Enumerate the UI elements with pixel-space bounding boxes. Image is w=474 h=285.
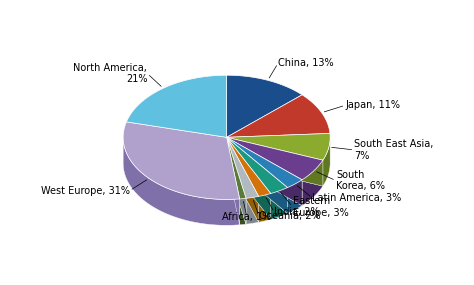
Text: West Europe, 31%: West Europe, 31% bbox=[41, 186, 129, 196]
Polygon shape bbox=[227, 137, 323, 186]
Polygon shape bbox=[127, 75, 227, 137]
Polygon shape bbox=[302, 160, 323, 206]
Polygon shape bbox=[227, 95, 330, 137]
Polygon shape bbox=[227, 137, 246, 224]
Polygon shape bbox=[227, 137, 302, 206]
Polygon shape bbox=[227, 137, 271, 219]
Polygon shape bbox=[227, 137, 259, 198]
Polygon shape bbox=[227, 137, 240, 225]
Polygon shape bbox=[123, 122, 240, 200]
Ellipse shape bbox=[123, 101, 330, 225]
Text: Latin America, 3%: Latin America, 3% bbox=[312, 193, 401, 203]
Text: Eastern
Europe, 3%: Eastern Europe, 3% bbox=[292, 196, 348, 218]
Polygon shape bbox=[227, 137, 271, 196]
Polygon shape bbox=[227, 137, 323, 180]
Polygon shape bbox=[227, 137, 288, 213]
Polygon shape bbox=[123, 138, 240, 225]
Polygon shape bbox=[227, 137, 246, 199]
Text: China, 13%: China, 13% bbox=[278, 58, 334, 68]
Polygon shape bbox=[227, 137, 271, 219]
Text: Oceania, 2%: Oceania, 2% bbox=[259, 211, 320, 221]
Polygon shape bbox=[259, 194, 271, 222]
Text: South East Asia,
7%: South East Asia, 7% bbox=[355, 139, 434, 161]
Text: South
Korea, 6%: South Korea, 6% bbox=[336, 170, 385, 192]
Polygon shape bbox=[323, 138, 330, 186]
Polygon shape bbox=[227, 137, 302, 206]
Polygon shape bbox=[227, 137, 240, 225]
Polygon shape bbox=[288, 180, 302, 213]
Polygon shape bbox=[227, 137, 323, 186]
Polygon shape bbox=[227, 137, 302, 188]
Polygon shape bbox=[227, 133, 330, 160]
Polygon shape bbox=[227, 75, 302, 137]
Polygon shape bbox=[227, 137, 288, 194]
Text: Africa, 1%: Africa, 1% bbox=[222, 212, 272, 222]
Polygon shape bbox=[227, 137, 246, 224]
Polygon shape bbox=[246, 196, 259, 224]
Polygon shape bbox=[227, 137, 259, 222]
Polygon shape bbox=[227, 137, 259, 222]
Text: North America,
21%: North America, 21% bbox=[73, 63, 147, 84]
Text: Japan, 11%: Japan, 11% bbox=[346, 100, 401, 110]
Text: India, 2%: India, 2% bbox=[274, 207, 320, 217]
Polygon shape bbox=[227, 137, 288, 213]
Polygon shape bbox=[271, 188, 288, 219]
Polygon shape bbox=[240, 198, 246, 225]
